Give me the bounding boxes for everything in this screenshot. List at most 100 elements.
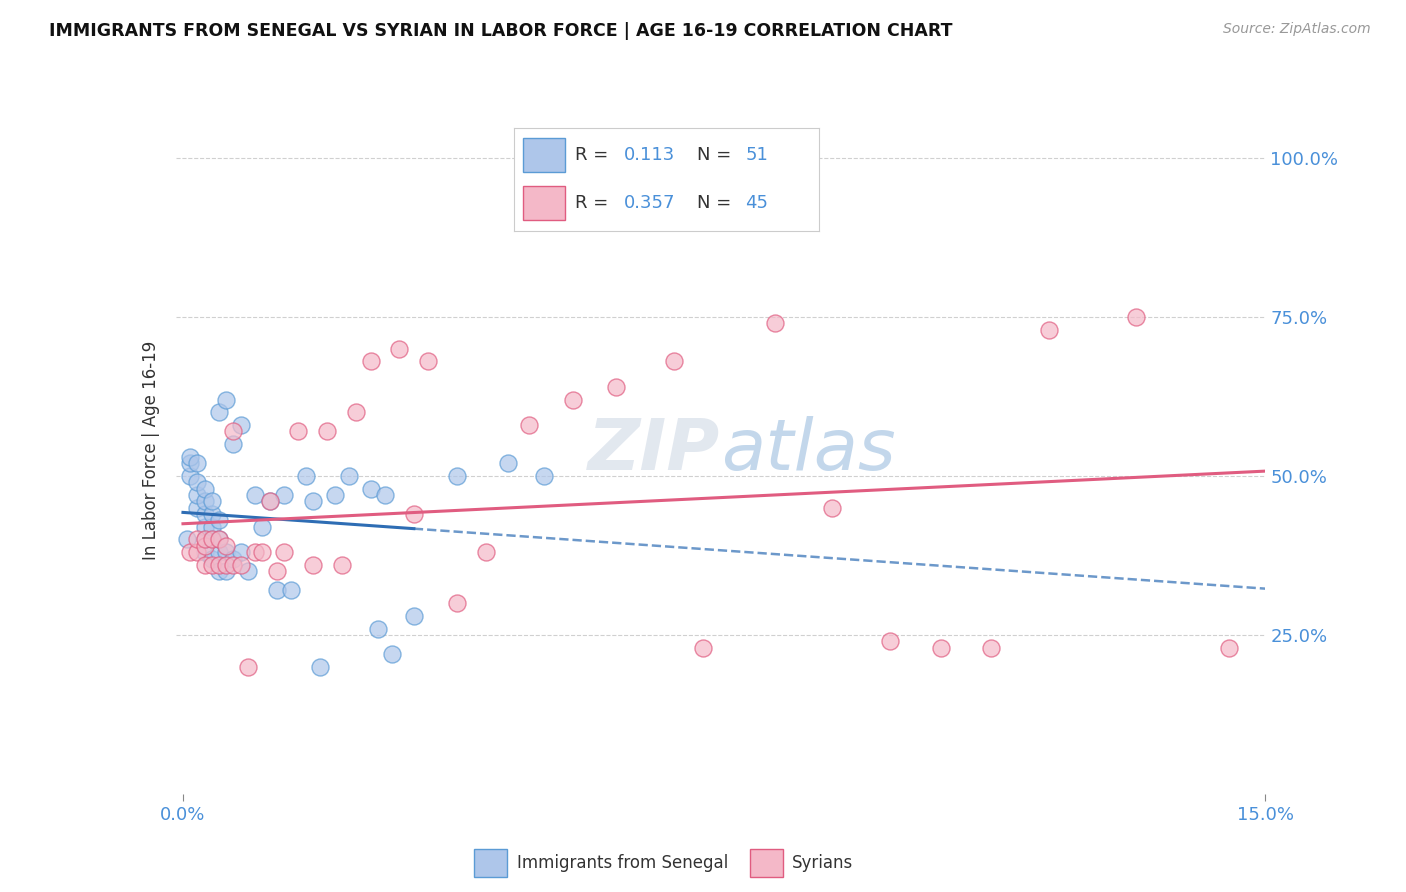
Point	[259, 494, 281, 508]
Point	[229, 558, 252, 572]
Point	[692, 640, 714, 655]
Point	[208, 405, 231, 419]
Point	[186, 545, 208, 559]
Point	[402, 608, 425, 623]
Point	[344, 405, 367, 419]
Point	[496, 456, 519, 470]
Point	[446, 469, 468, 483]
Point	[194, 520, 217, 534]
Point	[337, 469, 360, 483]
Point	[323, 488, 346, 502]
Point	[208, 564, 231, 578]
Point	[388, 342, 411, 356]
Point	[215, 539, 238, 553]
Text: atlas: atlas	[721, 416, 896, 485]
Point	[208, 533, 231, 547]
Point	[252, 520, 274, 534]
Text: Syrians: Syrians	[792, 854, 853, 872]
Point	[243, 545, 266, 559]
Point	[561, 392, 583, 407]
Text: Immigrants from Senegal: Immigrants from Senegal	[517, 854, 728, 872]
Point	[208, 558, 231, 572]
Point	[280, 583, 302, 598]
Point	[879, 634, 901, 648]
Point	[302, 558, 325, 572]
Point	[475, 545, 498, 559]
Point	[309, 659, 332, 673]
Point	[402, 507, 425, 521]
Point	[1218, 640, 1240, 655]
Text: IMMIGRANTS FROM SENEGAL VS SYRIAN IN LABOR FORCE | AGE 16-19 CORRELATION CHART: IMMIGRANTS FROM SENEGAL VS SYRIAN IN LAB…	[49, 22, 953, 40]
Point	[194, 558, 217, 572]
Point	[287, 425, 309, 439]
Point	[330, 558, 353, 572]
Point	[208, 533, 231, 547]
Point	[215, 545, 238, 559]
Point	[201, 507, 224, 521]
Point	[229, 545, 252, 559]
Point	[374, 488, 396, 502]
Point	[208, 545, 231, 559]
Y-axis label: In Labor Force | Age 16-19: In Labor Force | Age 16-19	[142, 341, 160, 560]
Point	[215, 564, 238, 578]
Point	[266, 564, 288, 578]
Point	[194, 494, 217, 508]
Point	[186, 533, 208, 547]
Point	[201, 494, 224, 508]
Point	[194, 545, 217, 559]
Point	[294, 469, 316, 483]
Point	[194, 533, 217, 547]
Point	[194, 482, 217, 496]
Point	[201, 533, 224, 547]
Point	[763, 316, 786, 330]
Point	[179, 450, 201, 464]
FancyBboxPatch shape	[474, 849, 508, 877]
FancyBboxPatch shape	[749, 849, 783, 877]
Point	[360, 354, 382, 368]
Point	[208, 513, 231, 527]
Point	[236, 659, 259, 673]
Text: Source: ZipAtlas.com: Source: ZipAtlas.com	[1223, 22, 1371, 37]
Point	[201, 551, 224, 566]
Point	[179, 456, 201, 470]
Point	[215, 392, 238, 407]
Point	[980, 640, 1002, 655]
Point	[229, 417, 252, 432]
Point	[273, 545, 295, 559]
Point	[186, 475, 208, 490]
Point	[360, 482, 382, 496]
Point	[243, 488, 266, 502]
Point	[194, 507, 217, 521]
Point	[302, 494, 325, 508]
Point	[252, 545, 274, 559]
Point	[186, 500, 208, 515]
Point	[215, 558, 238, 572]
Point	[316, 425, 339, 439]
Point	[266, 583, 288, 598]
Point	[176, 533, 198, 547]
Text: ZIP: ZIP	[588, 416, 721, 485]
Point	[179, 469, 201, 483]
Point	[186, 488, 208, 502]
Point	[381, 647, 404, 661]
Point	[1125, 310, 1147, 324]
Point	[367, 622, 389, 636]
Point	[179, 545, 201, 559]
Point	[821, 500, 844, 515]
Point	[201, 558, 224, 572]
Point	[222, 558, 245, 572]
Point	[929, 640, 952, 655]
Point	[446, 596, 468, 610]
Point	[201, 520, 224, 534]
Point	[662, 354, 685, 368]
Point	[418, 354, 440, 368]
Point	[194, 533, 217, 547]
Point	[194, 539, 217, 553]
Point	[222, 437, 245, 451]
Point	[517, 417, 540, 432]
Point	[605, 380, 627, 394]
Point	[1038, 323, 1060, 337]
Point	[201, 533, 224, 547]
Point	[273, 488, 295, 502]
Point	[236, 564, 259, 578]
